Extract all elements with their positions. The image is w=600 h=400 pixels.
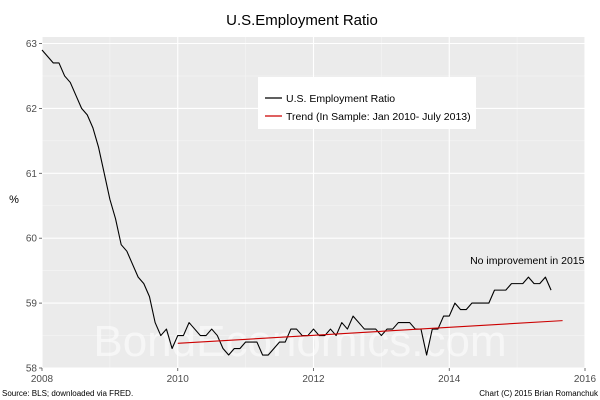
y-tick-label-63: 63 bbox=[26, 39, 38, 50]
y-tick-label-59: 59 bbox=[26, 299, 38, 310]
credit-text: Chart (C) 2015 Brian Romanchuk bbox=[479, 389, 599, 398]
legend-label-trend: Trend (In Sample: Jan 2010- July 2013) bbox=[286, 111, 471, 123]
y-tick-label-58: 58 bbox=[26, 364, 38, 375]
chart-title: U.S.Employment Ratio bbox=[226, 12, 378, 29]
x-tick-label-2010: 2010 bbox=[167, 374, 190, 385]
y-tick-label-60: 60 bbox=[26, 234, 38, 245]
source-text: Source: BLS; downloaded via FRED. bbox=[2, 389, 133, 398]
series-line-trend bbox=[177, 320, 563, 344]
annotation-no-improvement: No improvement in 2015 bbox=[470, 255, 585, 267]
x-tick-label-2008: 2008 bbox=[31, 374, 54, 385]
legend-label-employment: U.S. Employment Ratio bbox=[286, 93, 395, 105]
series-line-employment-ratio bbox=[41, 49, 552, 356]
x-tick-label-2012: 2012 bbox=[302, 374, 325, 385]
watermark: BondEconomics.com bbox=[93, 317, 506, 366]
x-tick-label-2014: 2014 bbox=[438, 374, 461, 385]
legend-box bbox=[258, 77, 476, 129]
y-tick-label-61: 61 bbox=[26, 169, 38, 180]
legend: U.S. Employment Ratio Trend (In Sample: … bbox=[258, 77, 476, 129]
y-axis-label: % bbox=[9, 194, 19, 206]
y-tick-label-62: 62 bbox=[26, 104, 38, 115]
axis-ticks: 2008 2010 2012 2014 2016 58 59 60 61 62 63 bbox=[26, 39, 597, 385]
x-tick-label-2016: 2016 bbox=[574, 374, 597, 385]
series-layer bbox=[41, 49, 563, 356]
